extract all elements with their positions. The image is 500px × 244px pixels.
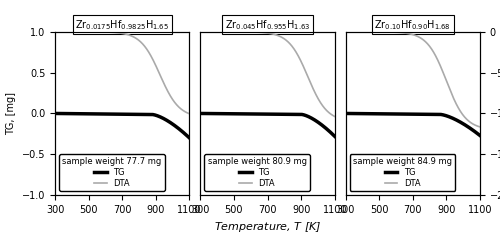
Title: $\mathrm{Zr}_{0.045}\mathrm{Hf}_{0.955}\mathrm{H}_{1.63}$: $\mathrm{Zr}_{0.045}\mathrm{Hf}_{0.955}\…	[225, 18, 310, 32]
Legend: TG, DTA: TG, DTA	[350, 154, 456, 191]
X-axis label: Temperature, $T$ [K]: Temperature, $T$ [K]	[214, 221, 321, 234]
Y-axis label: TG, [mg]: TG, [mg]	[6, 92, 16, 135]
Title: $\mathrm{Zr}_{0.0175}\mathrm{Hf}_{0.9825}\mathrm{H}_{1.65}$: $\mathrm{Zr}_{0.0175}\mathrm{Hf}_{0.9825…	[75, 18, 170, 32]
Title: $\mathrm{Zr}_{0.10}\mathrm{Hf}_{0.90}\mathrm{H}_{1.68}$: $\mathrm{Zr}_{0.10}\mathrm{Hf}_{0.90}\ma…	[374, 18, 451, 32]
Legend: TG, DTA: TG, DTA	[204, 154, 310, 191]
Legend: TG, DTA: TG, DTA	[59, 154, 165, 191]
